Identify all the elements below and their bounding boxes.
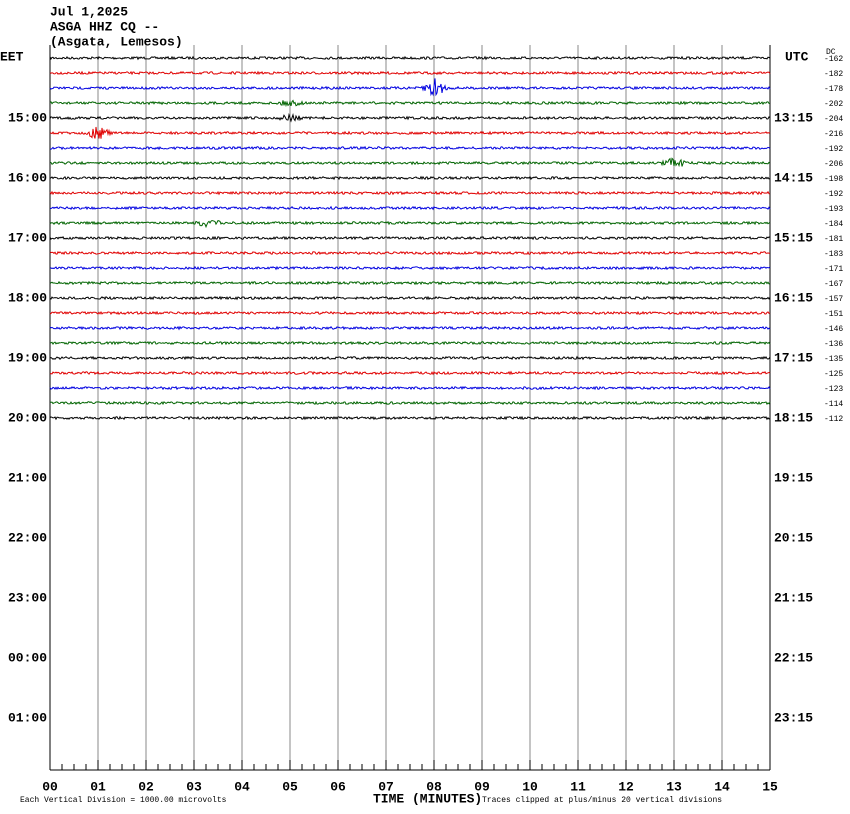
dc-offset: -157	[824, 295, 843, 304]
trace	[49, 235, 771, 241]
left-hour-label: 00:00	[8, 650, 47, 665]
right-hour-label: 22:15	[774, 650, 813, 665]
trace	[49, 126, 771, 139]
right-axis-title: UTC	[785, 49, 809, 64]
trace	[49, 295, 771, 301]
trace	[49, 112, 771, 123]
trace	[49, 190, 771, 196]
x-tick-label: 03	[186, 779, 202, 794]
right-hour-label: 16:15	[774, 290, 813, 305]
trace	[49, 157, 771, 168]
right-hour-label: 14:15	[774, 170, 813, 185]
x-tick-label: 04	[234, 779, 250, 794]
trace	[49, 340, 771, 346]
trace	[49, 385, 771, 391]
dc-offset: -204	[824, 115, 843, 124]
dc-offset: -112	[824, 415, 843, 424]
right-hour-label: 23:15	[774, 710, 813, 725]
station: ASGA HHZ CQ --	[50, 19, 159, 34]
x-tick-label: 11	[570, 779, 586, 794]
left-hour-label: 21:00	[8, 470, 47, 485]
trace	[49, 415, 771, 421]
left-hour-label: 15:00	[8, 110, 47, 125]
clip-note: Traces clipped at plus/minus 20 vertical…	[482, 796, 722, 805]
right-hour-label: 20:15	[774, 530, 813, 545]
trace	[49, 55, 771, 61]
trace	[49, 250, 771, 256]
x-tick-label: 08	[426, 779, 442, 794]
trace	[50, 205, 771, 211]
x-tick-label: 14	[714, 779, 730, 794]
trace	[49, 145, 771, 151]
dc-offset: -216	[824, 130, 843, 139]
dc-offset: -206	[824, 160, 843, 169]
x-axis-title: TIME (MINUTES)	[373, 791, 482, 806]
dc-offset: -182	[824, 70, 843, 79]
dc-offset: -181	[824, 235, 843, 244]
left-hour-label: 23:00	[8, 590, 47, 605]
left-hour-label: 19:00	[8, 350, 47, 365]
x-tick-label: 15	[762, 779, 778, 794]
dc-offset: -151	[824, 310, 843, 319]
dc-offset: -114	[824, 400, 843, 409]
right-hour-label: 17:15	[774, 350, 813, 365]
right-hour-label: 13:15	[774, 110, 813, 125]
x-tick-label: 13	[666, 779, 682, 794]
dc-offset: -135	[824, 355, 843, 364]
trace	[49, 70, 771, 76]
left-axis-title: EET	[0, 49, 24, 64]
dc-offset: -136	[824, 340, 843, 349]
x-tick-label: 02	[138, 779, 154, 794]
x-tick-label: 06	[330, 779, 346, 794]
left-hour-label: 16:00	[8, 170, 47, 185]
dc-offset: -125	[824, 370, 843, 379]
dc-offset: -123	[824, 385, 843, 394]
dc-offset: -178	[824, 85, 843, 94]
x-tick-label: 00	[42, 779, 58, 794]
dc-offset: -171	[824, 265, 843, 274]
trace	[49, 99, 770, 108]
left-hour-label: 18:00	[8, 290, 47, 305]
x-tick-label: 07	[378, 779, 394, 794]
trace	[49, 370, 771, 376]
trace	[49, 310, 771, 316]
dc-offset: -193	[824, 205, 843, 214]
scale-note: Each Vertical Division = 1000.00 microvo…	[20, 796, 227, 805]
trace	[49, 265, 771, 271]
dc-offset: -198	[824, 175, 843, 184]
dc-offset: -167	[824, 280, 843, 289]
dc-offset: -202	[824, 100, 843, 109]
left-hour-label: 01:00	[8, 710, 47, 725]
dc-offset: -184	[824, 220, 843, 229]
location: (Asgata, Lemesos)	[50, 34, 183, 49]
trace	[49, 400, 771, 406]
left-hour-label: 17:00	[8, 230, 47, 245]
x-tick-label: 01	[90, 779, 106, 794]
right-hour-label: 18:15	[774, 410, 813, 425]
right-hour-label: 21:15	[774, 590, 813, 605]
dc-title: DC	[826, 48, 836, 57]
trace	[49, 78, 771, 97]
dc-offset: -146	[824, 325, 843, 334]
dc-offset: -183	[824, 250, 843, 259]
date: Jul 1,2025	[50, 4, 128, 19]
left-hour-label: 20:00	[8, 410, 47, 425]
x-tick-label: 05	[282, 779, 298, 794]
x-tick-label: 12	[618, 779, 634, 794]
right-hour-label: 15:15	[774, 230, 813, 245]
trace	[49, 355, 771, 361]
trace	[49, 325, 771, 331]
trace	[49, 219, 771, 229]
right-hour-label: 19:15	[774, 470, 813, 485]
trace	[49, 175, 771, 181]
x-tick-label: 09	[474, 779, 490, 794]
dc-offset: -162	[824, 55, 843, 64]
trace	[49, 280, 771, 286]
dc-offset: -192	[824, 145, 843, 154]
x-tick-label: 10	[522, 779, 538, 794]
dc-offset: -192	[824, 190, 843, 199]
left-hour-label: 22:00	[8, 530, 47, 545]
